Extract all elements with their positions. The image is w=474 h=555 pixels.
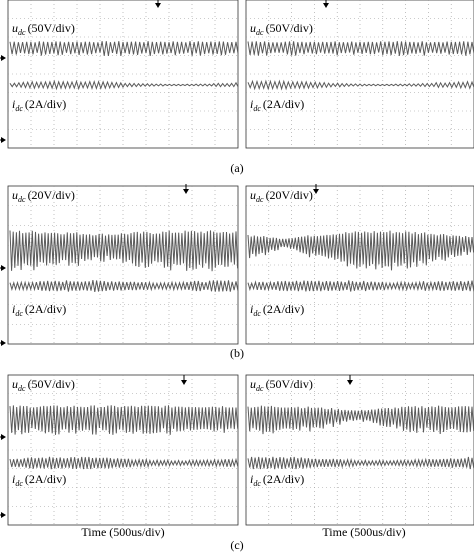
voltage-symbol: u (250, 188, 256, 202)
channel-marker-icon (1, 512, 6, 518)
waveform-trace (247, 280, 474, 292)
waveform-trace (247, 79, 474, 91)
row-caption: (b) (230, 346, 244, 360)
scope-panel: udc (50V/div)idc (2A/div) (245, 0, 474, 149)
trigger-marker-icon (155, 3, 161, 8)
current-label: idc (2A/div) (250, 97, 304, 113)
figure-row: udc (50V/div)idc (2A/div)udc (50V/div)idc (2… (0, 374, 474, 552)
voltage-symbol: u (250, 377, 256, 391)
channel-marker-icon (1, 55, 6, 61)
scope-frame (245, 374, 474, 526)
current-symbol: i (250, 97, 253, 111)
waveform-trace (9, 41, 239, 56)
voltage-label: udc (20V/div) (12, 188, 75, 204)
current-subscript: dc (15, 479, 23, 488)
voltage-scale: (50V/div) (266, 21, 313, 35)
voltage-symbol: u (250, 21, 256, 35)
figure-row: udc (20V/div)idc (2A/div)udc (20V/div)idc (2… (0, 184, 474, 360)
voltage-label: udc (50V/div) (12, 21, 75, 37)
channel-marker-icon (1, 265, 6, 271)
scope-panel: udc (20V/div)idc (2A/div) (7, 184, 239, 345)
voltage-scale: (50V/div) (266, 377, 313, 391)
voltage-subscript: dc (256, 384, 264, 393)
scope-panel: udc (20V/div)idc (2A/div) (245, 184, 474, 345)
trigger-marker-icon (323, 3, 329, 8)
scope-frame (7, 185, 239, 345)
voltage-label: udc (50V/div) (12, 377, 75, 393)
current-label: idc (2A/div) (250, 472, 304, 488)
voltage-scale: (20V/div) (28, 188, 75, 202)
waveform-trace (247, 456, 474, 470)
voltage-symbol: u (12, 188, 18, 202)
row-caption: (a) (230, 161, 243, 175)
trigger-marker-icon (347, 380, 353, 385)
waveform-trace (9, 456, 239, 470)
current-subscript: dc (253, 309, 261, 318)
waveform-trace (247, 41, 474, 56)
voltage-label: udc (50V/div) (250, 21, 313, 37)
current-scale: (2A/div) (263, 97, 304, 111)
channel-marker-icon (1, 137, 6, 143)
current-symbol: i (250, 302, 253, 316)
time-axis-label: Time (500us/div) (81, 525, 164, 539)
current-scale: (2A/div) (25, 302, 66, 316)
current-symbol: i (12, 302, 15, 316)
scope-panel: udc (50V/div)idc (2A/div) (7, 374, 239, 526)
current-scale: (2A/div) (25, 472, 66, 486)
scope-panel: udc (50V/div)idc (2A/div) (7, 0, 239, 149)
voltage-scale: (50V/div) (28, 21, 75, 35)
waveform-trace (9, 79, 239, 91)
voltage-label: udc (50V/div) (250, 377, 313, 393)
voltage-subscript: dc (18, 195, 26, 204)
voltage-subscript: dc (18, 384, 26, 393)
time-axis-label: Time (500us/div) (322, 525, 405, 539)
voltage-subscript: dc (256, 195, 264, 204)
current-subscript: dc (15, 309, 23, 318)
waveform-trace (9, 230, 239, 272)
waveform-trace (9, 280, 239, 292)
current-subscript: dc (15, 104, 23, 113)
trigger-marker-icon (313, 189, 319, 194)
row-caption: (c) (230, 538, 243, 552)
channel-marker-icon (1, 340, 6, 346)
current-scale: (2A/div) (25, 97, 66, 111)
current-label: idc (2A/div) (250, 302, 304, 318)
current-label: idc (2A/div) (12, 302, 66, 318)
scope-panel: udc (50V/div)idc (2A/div) (245, 374, 474, 526)
voltage-symbol: u (12, 377, 18, 391)
current-scale: (2A/div) (263, 472, 304, 486)
voltage-subscript: dc (256, 28, 264, 37)
trigger-marker-icon (181, 380, 187, 385)
current-scale: (2A/div) (263, 302, 304, 316)
current-subscript: dc (253, 104, 261, 113)
waveform-trace (247, 230, 474, 271)
voltage-subscript: dc (18, 28, 26, 37)
voltage-scale: (50V/div) (28, 377, 75, 391)
waveform-trace (9, 405, 239, 435)
current-symbol: i (12, 472, 15, 486)
current-subscript: dc (253, 479, 261, 488)
waveform-trace (247, 405, 474, 435)
figure-row: udc (50V/div)idc (2A/div)udc (50V/div)idc (2… (0, 0, 474, 175)
voltage-label: udc (20V/div) (250, 188, 313, 204)
current-symbol: i (250, 472, 253, 486)
voltage-scale: (20V/div) (266, 188, 313, 202)
scope-frame (7, 374, 239, 526)
current-symbol: i (12, 97, 15, 111)
channel-marker-icon (1, 434, 6, 440)
trigger-marker-icon (183, 189, 189, 194)
current-label: idc (2A/div) (12, 97, 66, 113)
current-label: idc (2A/div) (12, 472, 66, 488)
voltage-symbol: u (12, 21, 18, 35)
